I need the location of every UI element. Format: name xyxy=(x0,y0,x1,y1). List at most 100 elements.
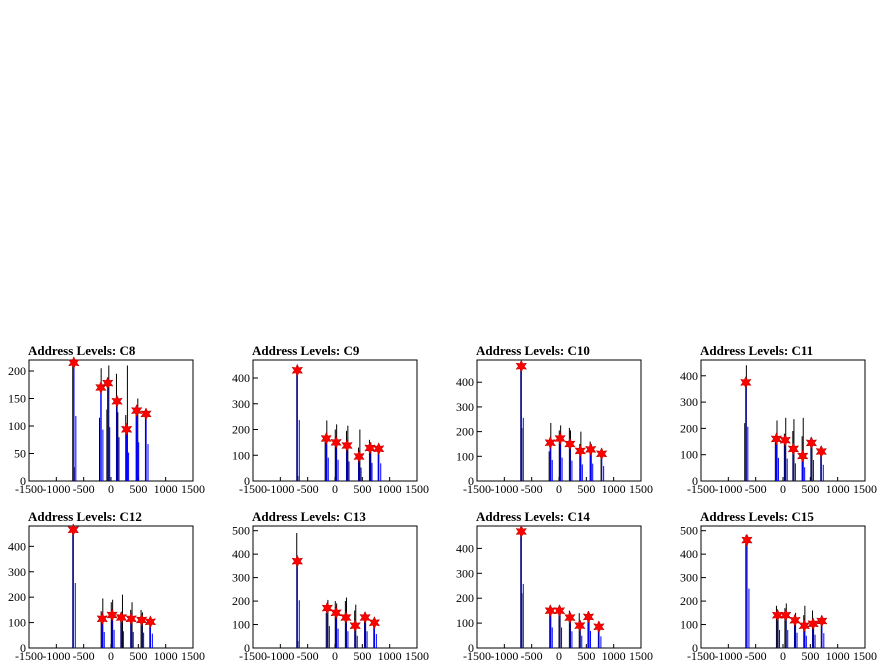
y-tick-label: 500 xyxy=(680,524,698,538)
x-tick-label: 500 xyxy=(129,482,147,496)
x-tick-label: -500 xyxy=(521,649,543,663)
peak-marker xyxy=(320,431,332,446)
peak-marker xyxy=(101,376,114,390)
peak-marker xyxy=(595,447,608,461)
y-tick-label: 400 xyxy=(232,371,250,385)
peak-marker xyxy=(330,606,342,620)
y-tick-label: 400 xyxy=(456,375,474,389)
x-tick-label: 1500 xyxy=(405,482,429,496)
x-tick-label: 500 xyxy=(577,649,595,663)
peak-marker xyxy=(515,359,528,373)
x-tick-label: -1500 xyxy=(463,649,491,663)
x-tick-label: 1000 xyxy=(602,482,626,496)
peak-marker xyxy=(359,610,371,625)
y-tick-label: 0 xyxy=(468,474,474,488)
x-tick-label: 1500 xyxy=(853,649,877,663)
peak-marker xyxy=(779,433,791,447)
peak-marker xyxy=(593,620,605,634)
y-tick-label: 200 xyxy=(680,421,698,435)
y-tick-label: 150 xyxy=(8,392,26,406)
peak-marker xyxy=(125,612,137,626)
chart-panel-5: Address Levels: C12 -1500 -1000 -500 0 500 100… xyxy=(8,509,205,663)
y-tick-label: 400 xyxy=(456,541,474,555)
y-tick-label: 400 xyxy=(232,547,250,561)
peak-marker xyxy=(816,614,828,628)
x-tick-label: -500 xyxy=(745,482,767,496)
peak-marker xyxy=(368,616,381,630)
x-tick-label: -1500 xyxy=(463,482,491,496)
peak-marker xyxy=(554,431,566,446)
chart-title: Address Levels: C13 xyxy=(252,509,366,524)
peak-marker xyxy=(544,436,556,450)
x-tick-label: -1000 xyxy=(714,482,742,496)
peak-marker xyxy=(68,356,80,370)
peak-marker xyxy=(553,604,566,618)
y-tick-label: 0 xyxy=(692,641,698,655)
x-tick-label: 1000 xyxy=(826,649,850,663)
peak-marker xyxy=(741,533,753,547)
chart-panel-8: Address Levels: C15 -1500 -1000 -500 0 500 100… xyxy=(680,509,877,663)
peak-marker xyxy=(106,608,118,622)
x-tick-label: -500 xyxy=(73,482,95,496)
x-tick-label: -1000 xyxy=(266,482,294,496)
x-tick-label: -1500 xyxy=(687,482,715,496)
y-tick-label: 300 xyxy=(8,565,26,579)
x-tick-label: 0 xyxy=(332,482,338,496)
x-tick-label: 500 xyxy=(801,649,819,663)
peak-marker xyxy=(330,435,342,450)
y-tick-label: 300 xyxy=(456,566,474,580)
y-tick-label: 400 xyxy=(680,547,698,561)
x-tick-label: 0 xyxy=(108,482,114,496)
x-tick-label: -1000 xyxy=(714,649,742,663)
chart-title: Address Levels: C9 xyxy=(252,343,360,358)
peak-marker xyxy=(321,601,334,615)
y-tick-label: 300 xyxy=(680,395,698,409)
y-tick-label: 50 xyxy=(14,447,26,461)
x-tick-label: 1500 xyxy=(629,649,653,663)
x-tick-label: -500 xyxy=(745,649,767,663)
y-tick-label: 100 xyxy=(680,618,698,632)
chart-panel-4: Address Levels: C11 -1500 -1000 -500 0 500 100… xyxy=(680,343,877,496)
x-tick-label: 1000 xyxy=(154,649,178,663)
y-tick-label: 200 xyxy=(232,423,250,437)
peak-marker xyxy=(364,441,376,455)
peak-marker xyxy=(789,613,801,627)
y-tick-label: 100 xyxy=(680,448,698,462)
y-tick-label: 100 xyxy=(8,419,26,433)
peak-marker xyxy=(807,617,819,631)
peak-marker xyxy=(120,422,133,436)
x-tick-label: 0 xyxy=(556,482,562,496)
chart-title: Address Levels: C10 xyxy=(476,343,590,358)
peak-marker xyxy=(740,375,752,390)
peak-marker xyxy=(111,394,123,408)
x-tick-label: -500 xyxy=(73,649,95,663)
y-tick-label: 0 xyxy=(468,641,474,655)
x-tick-label: 0 xyxy=(556,649,562,663)
x-tick-label: -1500 xyxy=(239,649,267,663)
y-tick-label: 400 xyxy=(8,539,26,553)
y-tick-label: 200 xyxy=(8,590,26,604)
y-tick-label: 200 xyxy=(456,591,474,605)
y-tick-label: 200 xyxy=(232,594,250,608)
peak-marker xyxy=(582,610,595,624)
x-tick-label: 1000 xyxy=(378,649,402,663)
peak-marker xyxy=(574,444,587,458)
x-tick-label: 1000 xyxy=(154,482,178,496)
peak-marker xyxy=(340,610,352,625)
y-tick-label: 200 xyxy=(680,594,698,608)
peak-marker xyxy=(796,449,809,463)
peak-marker xyxy=(349,619,361,633)
y-tick-label: 400 xyxy=(680,369,698,383)
peak-marker xyxy=(805,436,818,450)
peak-marker xyxy=(779,608,792,622)
peak-marker xyxy=(115,610,128,625)
x-tick-label: -1000 xyxy=(266,649,294,663)
x-tick-label: -500 xyxy=(297,482,319,496)
x-tick-label: 0 xyxy=(780,482,786,496)
peak-marker xyxy=(144,615,157,629)
y-tick-label: 300 xyxy=(232,571,250,585)
chart-panel-2: Address Levels: C9-1500 -1000 -500 0 500 1000… xyxy=(232,343,429,496)
plot-frame xyxy=(700,525,866,649)
y-tick-label: 0 xyxy=(692,474,698,488)
x-tick-label: 500 xyxy=(129,649,147,663)
